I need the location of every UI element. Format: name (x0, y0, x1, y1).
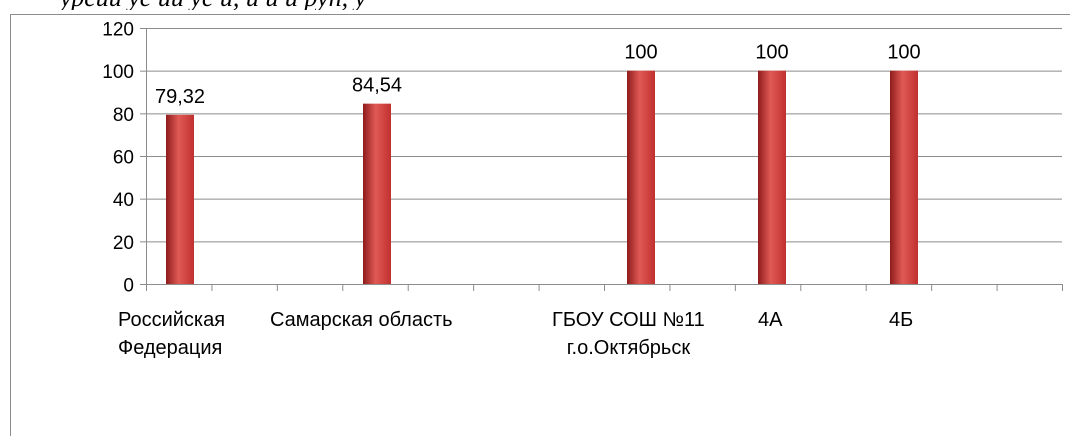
y-tick-label: 120 (102, 20, 134, 41)
bar-value-label: 100 (887, 42, 920, 64)
bars (166, 70, 918, 285)
axes (146, 28, 1063, 291)
bar-value-label: 79,32 (155, 86, 205, 108)
y-tick-label: 80 (113, 105, 134, 126)
bar (363, 103, 391, 284)
bar-value-label: 84,54 (352, 75, 402, 97)
y-tick-label: 0 (123, 276, 134, 297)
bar (627, 70, 655, 285)
x-category-label: Российская Федерация (118, 309, 226, 359)
bar (166, 114, 194, 284)
y-tick-label: 20 (113, 233, 134, 254)
gridlines (146, 28, 1062, 243)
y-tick-label: 100 (102, 62, 134, 83)
chart-title-fragment: урсии ус ии ус и, и и и руп, у (60, 0, 1070, 10)
x-category-label: 4Б (889, 309, 914, 331)
bar (758, 70, 786, 285)
y-tick-label: 40 (113, 190, 134, 211)
y-tick-label: 60 (113, 148, 134, 169)
bar-value-label: 100 (755, 42, 788, 64)
y-axis-ticks: 0 20 40 60 80 100 120 (102, 20, 146, 297)
data-labels: 79,32 84,54 100 100 100 (155, 42, 921, 108)
x-category-label: ГБОУ СОШ №11 г.о.Октябрьск (552, 309, 705, 359)
x-category-label: 4А (758, 309, 783, 331)
bar (890, 70, 918, 285)
bar-value-label: 100 (624, 42, 657, 64)
chart-frame (10, 14, 1070, 436)
x-category-label: Самарская область (270, 309, 453, 331)
